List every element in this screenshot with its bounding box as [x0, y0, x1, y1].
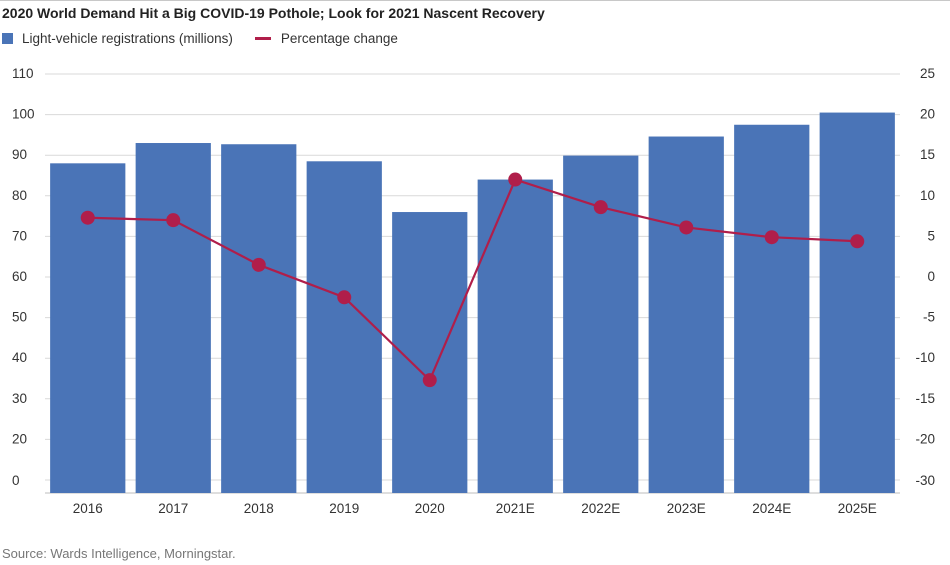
y-left-tick-label: 30 — [12, 391, 27, 406]
combo-chart: 110100908070605040302002520151050-5-10-1… — [12, 66, 935, 516]
data-point — [166, 213, 181, 228]
percentage-change-line — [87, 178, 858, 383]
legend-bar-label: Light-vehicle registrations (millions) — [22, 31, 233, 46]
x-tick-label: 2017 — [158, 501, 188, 516]
data-point — [764, 230, 779, 245]
data-point — [422, 373, 437, 388]
y-right-tick-label: 20 — [920, 107, 935, 122]
y-right-tick-label: 15 — [920, 147, 935, 162]
x-tick-label: 2022E — [581, 501, 620, 516]
data-point — [679, 220, 694, 235]
x-tick-label: 2018 — [244, 501, 274, 516]
chart-legend: Light-vehicle registrations (millions) P… — [2, 31, 398, 46]
y-right-tick-label: -10 — [915, 350, 935, 365]
y-left-tick-label: 90 — [12, 147, 27, 162]
bar — [306, 161, 382, 493]
x-tick-label: 2020 — [415, 501, 445, 516]
y-left-tick-label: 20 — [12, 431, 27, 446]
y-left-tick-label: 50 — [12, 310, 27, 325]
x-tick-label: 2023E — [667, 501, 706, 516]
title-rule — [0, 0, 950, 1]
bar — [734, 124, 810, 493]
y-left-tick-label: 60 — [12, 269, 27, 284]
y-right-tick-label: 10 — [920, 188, 935, 203]
legend-line-label: Percentage change — [280, 31, 398, 46]
bar — [648, 136, 724, 494]
y-right-tick-label: -5 — [923, 310, 935, 325]
y-left-tick-label: 110 — [12, 66, 34, 81]
bar — [819, 112, 895, 493]
bar — [135, 143, 211, 493]
legend-bar-swatch — [2, 33, 13, 44]
y-left-tick-label: 80 — [12, 188, 27, 203]
legend-line-swatch — [254, 37, 271, 40]
y-right-tick-label: -30 — [915, 473, 935, 488]
x-tick-label: 2025E — [838, 501, 877, 516]
data-point — [508, 172, 523, 187]
x-tick-label: 2021E — [496, 501, 535, 516]
chart-title: 2020 World Demand Hit a Big COVID-19 Pot… — [2, 5, 545, 21]
data-point — [251, 257, 266, 272]
source-note: Source: Wards Intelligence, Morningstar. — [2, 546, 236, 561]
bar — [477, 179, 553, 493]
y-left-tick-label: 100 — [12, 107, 35, 122]
bar — [221, 144, 297, 493]
data-point — [593, 200, 608, 215]
x-tick-label: 2019 — [329, 501, 359, 516]
y-right-tick-label: 5 — [927, 228, 935, 243]
y-left-tick-label: 40 — [12, 350, 27, 365]
y-left-tick-label: 0 — [12, 473, 20, 488]
x-tick-label: 2024E — [752, 501, 791, 516]
y-left-tick-label: 70 — [12, 228, 27, 243]
data-point — [80, 210, 95, 225]
x-tick-label: 2016 — [73, 501, 103, 516]
bar — [392, 212, 468, 494]
data-point — [337, 290, 352, 305]
y-right-tick-label: 25 — [920, 66, 935, 81]
data-point — [850, 234, 865, 249]
y-right-tick-label: 0 — [927, 269, 935, 284]
y-right-tick-label: -15 — [915, 391, 935, 406]
y-right-tick-label: -20 — [915, 431, 935, 446]
